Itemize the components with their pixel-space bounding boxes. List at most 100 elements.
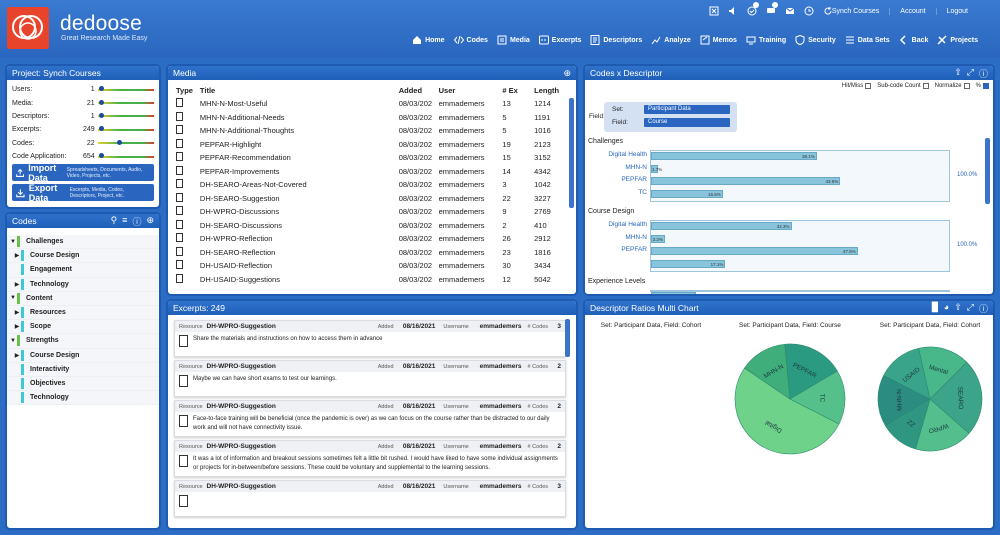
help-icon[interactable]: ⓘ: [978, 303, 988, 314]
nav-security[interactable]: Security: [795, 35, 836, 45]
media-column-header[interactable]: Added: [398, 85, 423, 95]
excerpt-card[interactable]: Resource DH-WPRO-Suggestion Added 08/16/202…: [174, 360, 566, 397]
media-row[interactable]: DH-SEARO-Reflection 08/03/202 emmademers 23…: [174, 246, 572, 260]
check-circle-icon[interactable]: [743, 2, 761, 18]
media-row[interactable]: DH-SEARO-Discussions 08/03/202 emmademers 2…: [174, 219, 572, 233]
code-item[interactable]: Technology: [7, 391, 159, 406]
excerpt-card[interactable]: Resource DH-WPRO-Suggestion Added 08/16/202…: [174, 400, 566, 437]
descriptor-label[interactable]: MHN-N: [625, 163, 647, 171]
media-column-header[interactable]: Title: [199, 85, 216, 95]
pie-slice[interactable]: [789, 370, 846, 425]
code-item[interactable]: Objectives: [7, 376, 159, 392]
excerpt-card[interactable]: Resource DH-WPRO-Suggestion Added 08/16/202…: [174, 320, 566, 357]
descriptor-bar[interactable]: 16.5%: [651, 189, 723, 198]
code-item[interactable]: ▼ Challenges: [7, 235, 159, 250]
volume-icon[interactable]: [724, 4, 742, 18]
caret-down-icon[interactable]: ▼: [10, 295, 16, 302]
media-row[interactable]: DH-WPRO-Discussions 08/03/202 emmademers 9 2…: [174, 205, 572, 219]
nav-projects[interactable]: Projects: [937, 35, 978, 45]
media-row[interactable]: MHN-N-Additional-Needs 08/03/202 emmademer…: [174, 111, 572, 125]
pie-slice[interactable]: [734, 367, 840, 455]
media-row[interactable]: PEPFAR-Recommendation 08/03/202 emmademers…: [174, 151, 572, 165]
caret-down-icon[interactable]: ▼: [10, 337, 16, 344]
code-item[interactable]: ▶ Technology: [7, 277, 159, 292]
info-icon[interactable]: ⓘ: [132, 216, 142, 227]
expand-icon[interactable]: ⤢: [966, 66, 974, 77]
nav-back[interactable]: Back: [899, 35, 928, 45]
nav-data-sets[interactable]: Data Sets: [845, 35, 890, 45]
media-row[interactable]: PEPFAR-Improvements 08/03/202 emmademers 14…: [174, 165, 572, 179]
nav-descriptors[interactable]: Descriptors: [590, 35, 642, 45]
caret-right-icon[interactable]: ▶: [14, 324, 20, 331]
descriptor-label[interactable]: Digital Health: [608, 221, 647, 228]
logout-link[interactable]: Logout: [935, 8, 978, 15]
account-link[interactable]: Account: [889, 8, 935, 15]
media-column-header[interactable]: Type: [176, 85, 193, 95]
nav-memos[interactable]: Memos: [700, 35, 737, 45]
nav-codes[interactable]: Codes: [453, 35, 488, 45]
field-dropdown[interactable]: Course: [644, 118, 730, 127]
export-icon[interactable]: ⇧: [954, 66, 962, 77]
history-icon[interactable]: [800, 4, 818, 18]
subcode-count-checkbox[interactable]: [922, 83, 929, 89]
descriptor-bar[interactable]: 17.1%: [651, 259, 726, 268]
normalize-checkbox[interactable]: [963, 83, 970, 89]
cxd-scrollbar[interactable]: [985, 138, 990, 204]
descriptor-label[interactable]: TC: [638, 188, 647, 196]
expand-icon[interactable]: ⤢: [966, 301, 974, 312]
caret-down-icon[interactable]: ▼: [10, 238, 16, 245]
media-row[interactable]: DH-WPRO-Reflection 08/03/202 emmademers 26 2…: [174, 232, 572, 246]
media-scrollbar[interactable]: [569, 98, 574, 208]
caret-right-icon[interactable]: ▶: [14, 281, 20, 288]
search-icon[interactable]: ⚲: [110, 214, 118, 225]
mail-icon[interactable]: [781, 4, 799, 18]
set-dropdown[interactable]: Participant Data: [644, 105, 730, 114]
chat-icon[interactable]: [762, 2, 780, 18]
media-row[interactable]: PEPFAR-Highlight 08/03/202 emmademers 19 212…: [174, 138, 572, 152]
media-column-header[interactable]: User: [438, 85, 456, 95]
add-media-icon[interactable]: ⊕: [563, 67, 571, 78]
export-data-button[interactable]: Export Data Excerpts, Media, Codes, Desc…: [12, 183, 154, 203]
pie-slice[interactable]: [929, 361, 983, 434]
export-icon[interactable]: ⇧: [954, 301, 962, 312]
nav-home[interactable]: Home: [412, 35, 445, 45]
nav-training[interactable]: Training: [746, 35, 786, 45]
descriptor-label[interactable]: PEPFAR: [621, 246, 647, 253]
media-row[interactable]: DH-SEARO-Suggestion 08/03/202 emmademers 22…: [174, 192, 572, 206]
hit-miss-checkbox[interactable]: [865, 83, 872, 89]
import-data-button[interactable]: Import Data Spreadsheets, Documents, Aud…: [12, 163, 154, 183]
excerpts-scrollbar[interactable]: [565, 319, 570, 357]
excerpt-card[interactable]: Resource DH-WPRO-Suggestion Added 08/16/202…: [174, 480, 566, 517]
code-item[interactable]: ▶ Course Design: [7, 249, 159, 264]
descriptor-label[interactable]: Digital Health: [608, 151, 647, 158]
dedoose-logo[interactable]: [7, 7, 49, 49]
pie-slice[interactable]: [784, 343, 838, 400]
media-row[interactable]: DH-USAID-Reflection 08/03/202 emmademers 30…: [174, 259, 572, 273]
descriptor-bar[interactable]: 1.7%: [651, 164, 663, 173]
nav-media[interactable]: Media: [497, 35, 530, 45]
code-item[interactable]: Engagement: [7, 263, 159, 278]
descriptor-label[interactable]: MHN-N: [625, 233, 647, 241]
code-item[interactable]: ▶ Resources: [7, 305, 159, 321]
media-row[interactable]: DH-USAID-Suggestions 08/03/202 emmademers 1…: [174, 273, 572, 287]
tools-icon[interactable]: [705, 4, 723, 18]
add-code-icon[interactable]: ⊕: [146, 214, 154, 225]
descriptor-bar[interactable]: 43.5%: [651, 177, 841, 185]
media-row[interactable]: DH-SEARO-Areas-Not-Covered 08/03/202 emmad…: [174, 178, 572, 192]
media-column-header[interactable]: Length: [534, 85, 560, 95]
excerpt-card[interactable]: Resource DH-WPRO-Suggestion Added 08/16/202…: [174, 440, 566, 477]
caret-right-icon[interactable]: ▶: [14, 352, 20, 359]
code-item[interactable]: ▼ Content: [7, 291, 159, 306]
project-link[interactable]: Synch Courses: [831, 8, 880, 15]
media-row[interactable]: MHN-N-Additional-Thoughts 08/03/202 emmade…: [174, 124, 572, 138]
descriptor-bar[interactable]: 47.5%: [651, 247, 858, 255]
caret-right-icon[interactable]: ▶: [14, 253, 20, 260]
percent-checkbox[interactable]: [983, 83, 989, 89]
caret-right-icon[interactable]: ▶: [14, 310, 20, 317]
code-item[interactable]: ▶ Scope: [7, 320, 159, 335]
bar-chart-icon[interactable]: ▉: [931, 301, 939, 312]
code-item[interactable]: ▶ Course Design: [7, 348, 159, 363]
code-item[interactable]: ▼ Strengths: [7, 334, 159, 349]
descriptor-bar[interactable]: 38.1%: [651, 152, 817, 160]
pie-slice[interactable]: [877, 374, 931, 426]
